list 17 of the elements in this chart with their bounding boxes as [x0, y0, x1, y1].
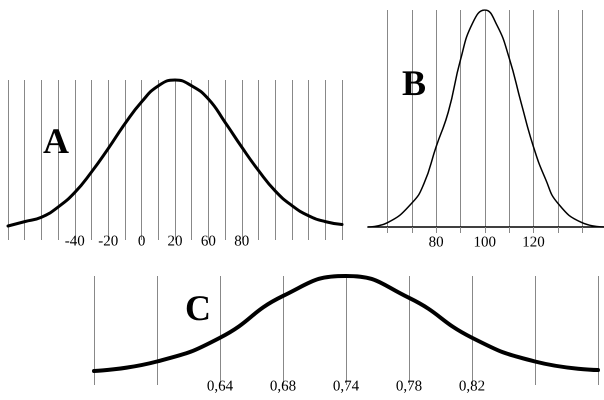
x-tick-label: 0 [138, 234, 146, 250]
x-tick-label: -20 [98, 234, 118, 250]
x-tick-label: 0,82 [458, 378, 486, 394]
x-tick-label: 120 [522, 234, 545, 250]
x-tick-label: -40 [64, 234, 85, 250]
x-tick-label: 0,68 [270, 378, 296, 394]
x-tick-label: 0,74 [332, 378, 360, 394]
x-tick-label: 80 [234, 234, 250, 250]
x-tick-label: 60 [200, 234, 216, 250]
chart-title: C [185, 288, 211, 328]
text: B [402, 63, 426, 103]
x-tick-label: 0,64 [206, 378, 234, 394]
x-tick-label: 100 [474, 234, 496, 250]
x-tick-label: 80 [428, 234, 444, 250]
x-tick-label: 20 [168, 234, 182, 250]
text: A [43, 121, 69, 161]
x-tick-label: 0,78 [396, 378, 422, 394]
